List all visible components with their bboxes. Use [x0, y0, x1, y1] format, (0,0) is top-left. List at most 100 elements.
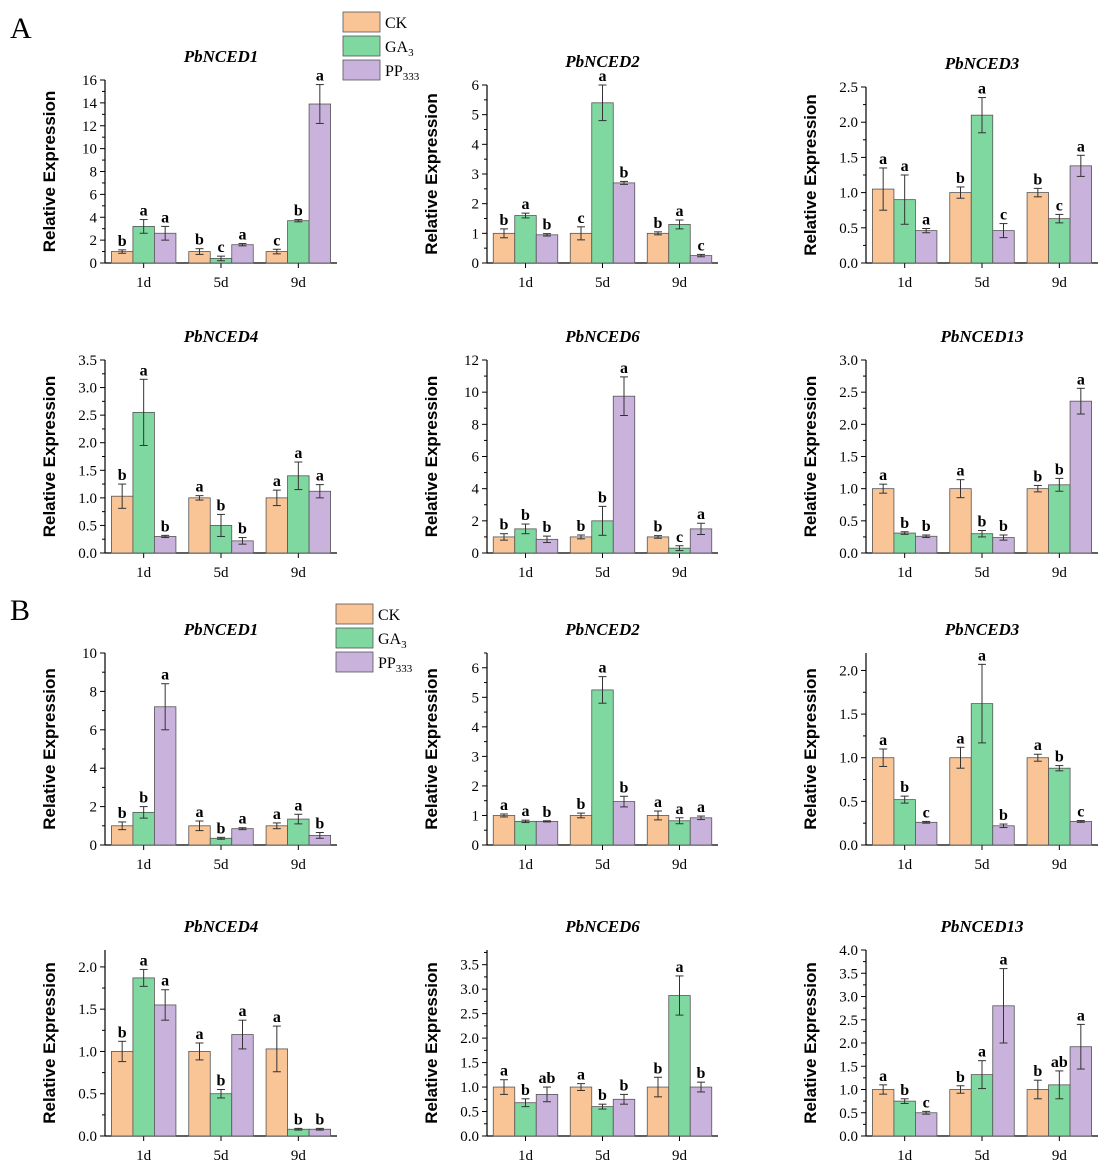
- y-tick-label: 5: [472, 108, 480, 124]
- significance-letter: b: [118, 233, 127, 250]
- chart-title: PbNCED1: [183, 47, 259, 66]
- significance-letter: b: [654, 519, 663, 536]
- significance-letter: a: [161, 667, 169, 684]
- y-tick-label: 0: [472, 546, 480, 562]
- x-tick-label: 5d: [214, 275, 230, 291]
- significance-letter: a: [901, 158, 909, 175]
- bar-ga3-9d: [668, 820, 691, 846]
- x-tick-label: 1d: [897, 857, 913, 873]
- y-tick-label: 1.0: [839, 1083, 858, 1099]
- bar-ga3-1d: [893, 1100, 916, 1137]
- y-tick-label: 1.0: [839, 482, 858, 498]
- significance-letter: a: [273, 473, 281, 490]
- y-axis-label: Relative Expression: [40, 376, 59, 538]
- significance-letter: b: [1033, 1063, 1042, 1080]
- y-axis-label: Relative Expression: [40, 91, 59, 253]
- significance-letter: a: [239, 811, 247, 828]
- y-tick-label: 0.5: [78, 1087, 97, 1103]
- y-tick-label: 0.0: [78, 546, 97, 562]
- chart-b-pbnced4: 0.0 0.5 1.0 1.5 2.0 Relative Expression PbNCED…: [40, 917, 337, 1164]
- y-tick-label: 3.5: [460, 958, 479, 974]
- y-tick-label: 2.0: [839, 1036, 858, 1052]
- chart-title: PbNCED6: [564, 917, 640, 936]
- significance-letter: a: [140, 952, 148, 969]
- y-tick-label: 1.5: [839, 450, 858, 466]
- y-tick-label: 3.0: [78, 381, 97, 397]
- chart-a-pbnced3: 0.0 0.5 1.0 1.5 2.0 2.5 Relative Expression PbN…: [801, 54, 1098, 291]
- significance-letter: a: [922, 212, 930, 229]
- y-tick-label: 3.5: [78, 353, 97, 369]
- significance-letter: c: [1000, 207, 1007, 224]
- y-tick-label: 12: [464, 353, 479, 369]
- significance-letter: a: [676, 203, 684, 220]
- bar-ga3-1d: [893, 799, 916, 846]
- bar-ck-5d: [949, 1089, 972, 1137]
- significance-letter: a: [196, 1026, 204, 1043]
- significance-letter: a: [273, 1009, 281, 1026]
- y-axis-label: Relative Expression: [801, 376, 820, 538]
- legend-swatch-ck: [342, 11, 381, 33]
- y-tick-label: 10: [82, 142, 97, 158]
- chart-title: PbNCED3: [944, 620, 1020, 639]
- x-tick-label: 5d: [975, 1148, 991, 1164]
- y-tick-label: 12: [82, 119, 97, 135]
- y-tick-label: 2.0: [78, 436, 97, 452]
- significance-letter: a: [239, 1003, 247, 1020]
- y-tick-label: 1.5: [460, 1056, 479, 1072]
- x-tick-label: 5d: [595, 1148, 611, 1164]
- bar-pp333-1d: [154, 536, 177, 554]
- significance-letter: b: [543, 804, 552, 821]
- y-tick-label: 0: [90, 256, 98, 272]
- bar-ga3-9d: [1048, 218, 1071, 264]
- significance-letter: ab: [1051, 1054, 1068, 1071]
- significance-letter: b: [999, 518, 1008, 535]
- bar-pp333-5d: [992, 825, 1015, 846]
- bar-ck-5d: [188, 1051, 211, 1137]
- significance-letter: a: [316, 68, 324, 85]
- bar-ck-1d: [111, 1051, 134, 1137]
- significance-letter: a: [522, 803, 530, 820]
- significance-letter: a: [879, 1068, 887, 1085]
- y-tick-label: 6: [90, 723, 98, 739]
- y-tick-label: 16: [82, 73, 98, 89]
- significance-letter: b: [620, 1077, 629, 1094]
- significance-letter: b: [139, 790, 148, 807]
- significance-letter: b: [521, 1082, 530, 1099]
- significance-letter: c: [676, 529, 683, 546]
- y-tick-label: 1.0: [78, 491, 97, 507]
- bar-pp333-1d: [915, 1112, 938, 1137]
- significance-letter: a: [1034, 737, 1042, 754]
- y-tick-label: 1.0: [78, 1044, 97, 1060]
- bar-ga3-1d: [514, 820, 537, 846]
- y-tick-label: 3.5: [839, 966, 858, 982]
- bar-ck-1d: [872, 488, 895, 554]
- y-tick-label: 8: [472, 417, 480, 433]
- bar-ga3-5d: [591, 689, 614, 846]
- significance-letter: b: [217, 820, 226, 837]
- significance-letter: c: [1056, 197, 1063, 214]
- significance-letter: b: [500, 517, 509, 534]
- y-tick-label: 8: [90, 165, 98, 181]
- significance-letter: a: [161, 209, 169, 226]
- bar-pp333-9d: [308, 490, 331, 554]
- y-tick-label: 0.0: [460, 1129, 479, 1145]
- bar-ga3-1d: [514, 1102, 537, 1137]
- y-tick-label: 0: [90, 838, 98, 854]
- significance-letter: a: [1000, 952, 1008, 969]
- bar-ga3-9d: [1048, 767, 1071, 846]
- bar-ga3-9d: [668, 224, 691, 264]
- y-tick-label: 1.0: [839, 186, 858, 202]
- panel-label-b: B: [10, 594, 30, 627]
- y-tick-label: 3.0: [839, 990, 858, 1006]
- chart-b-pbnced13: 0.0 0.5 1.0 1.5 2.0 2.5 3.0 3.5 4.0 Relative Expr…: [801, 917, 1098, 1164]
- significance-letter: a: [654, 794, 662, 811]
- significance-letter: b: [1033, 171, 1042, 188]
- y-tick-label: 0.0: [839, 1129, 858, 1145]
- y-tick-label: 4: [472, 720, 480, 736]
- bar-pp333-9d: [1069, 821, 1092, 846]
- significance-letter: b: [1033, 468, 1042, 485]
- significance-letter: c: [1077, 804, 1084, 821]
- y-tick-label: 2.5: [839, 1013, 858, 1029]
- x-tick-label: 9d: [672, 1148, 688, 1164]
